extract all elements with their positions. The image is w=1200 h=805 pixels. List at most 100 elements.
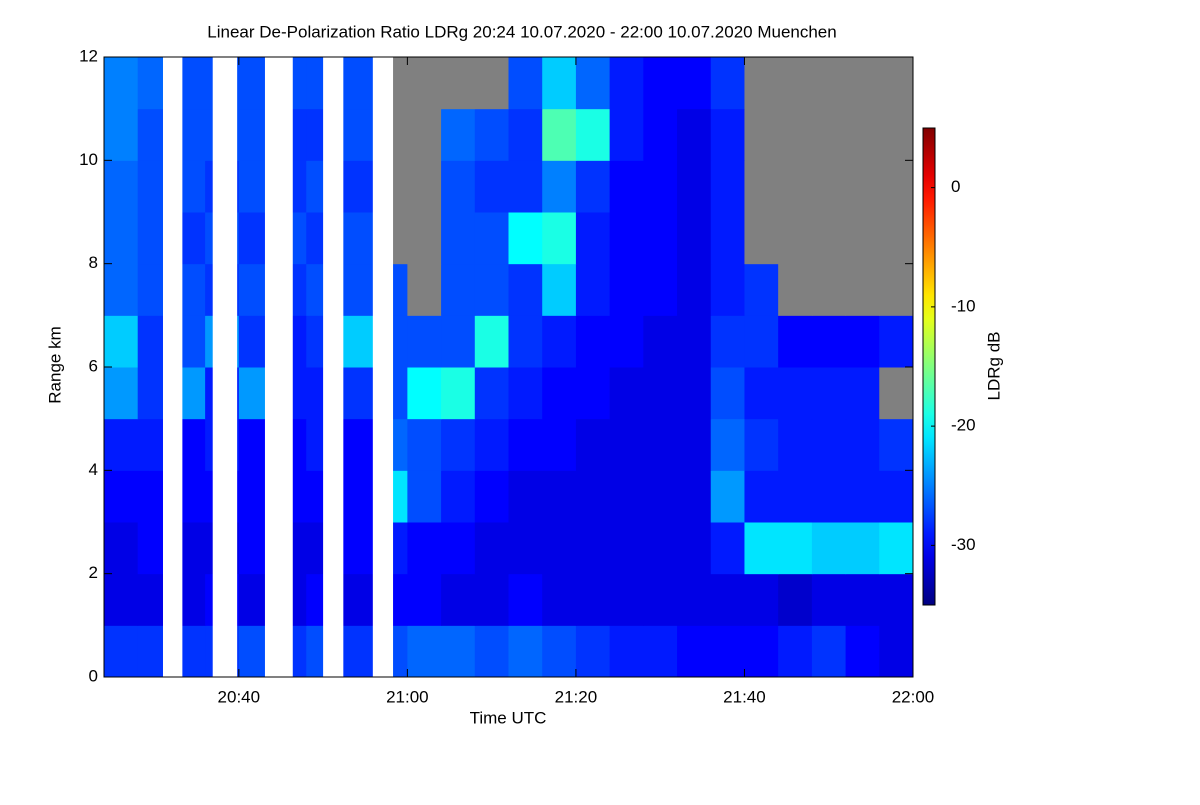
heatmap-cell [542, 315, 577, 368]
x-tick-label: 21:40 [723, 687, 766, 706]
no-signal-cell [811, 160, 847, 213]
heatmap-cell [609, 212, 644, 265]
no-signal-cell [778, 263, 813, 316]
heatmap-cell [811, 367, 847, 420]
heatmap-cell [441, 315, 476, 368]
no-signal-cell [811, 108, 847, 161]
no-signal-cell [845, 263, 880, 316]
heatmap-cell [575, 212, 611, 265]
heatmap-cell [339, 57, 375, 110]
no-signal-cell [811, 212, 847, 265]
no-signal-cell [744, 108, 779, 161]
heatmap-cell [609, 522, 644, 575]
heatmap-cell [508, 367, 543, 420]
no-signal-cell [879, 212, 914, 265]
heatmap-cell [508, 263, 543, 316]
heatmap-cell [339, 315, 375, 368]
y-tick-label: 0 [89, 666, 98, 685]
heatmap-cell [104, 367, 139, 420]
no-signal-cell [879, 57, 914, 110]
heatmap-cell [542, 57, 577, 110]
heatmap-cell [609, 315, 644, 368]
no-signal-cell [778, 160, 813, 213]
heatmap-cell [643, 263, 678, 316]
heatmap-cell [542, 470, 577, 523]
heatmap-cell [339, 367, 375, 420]
heatmap-cell [441, 108, 476, 161]
no-signal-cell [407, 57, 442, 110]
heatmap-cell [677, 212, 712, 265]
heatmap-cell [778, 315, 813, 368]
heatmap-cell [744, 263, 779, 316]
heatmap-cell [407, 418, 442, 471]
heatmap-cell [474, 212, 509, 265]
heatmap-cell [508, 160, 543, 213]
heatmap-cell [710, 263, 745, 316]
heatmap-cell [407, 470, 442, 523]
heatmap-cell [778, 573, 813, 626]
x-tick-label: 22:00 [892, 687, 935, 706]
heatmap-cell [710, 367, 745, 420]
data-gap [372, 57, 394, 677]
heatmap-cell [575, 160, 611, 213]
no-signal-cell [407, 263, 442, 316]
heatmap-cell [710, 470, 745, 523]
y-tick-label: 12 [79, 46, 98, 65]
heatmap-cell [643, 418, 678, 471]
heatmap-cell [542, 367, 577, 420]
heatmap-cell [508, 315, 543, 368]
heatmap-cell [104, 263, 139, 316]
heatmap-cell [744, 367, 779, 420]
heatmap-cell [643, 212, 678, 265]
chart-title: Linear De-Polarization Ratio LDRg 20:24 … [207, 22, 836, 41]
data-gap [323, 57, 344, 677]
heatmap-cell [339, 160, 375, 213]
heatmap-cell [542, 522, 577, 575]
heatmap-cell [407, 573, 442, 626]
heatmap-cell [677, 573, 712, 626]
heatmap-cell [744, 315, 779, 368]
heatmap-cell [778, 418, 813, 471]
no-signal-cell [778, 57, 813, 110]
heatmap-cell [542, 418, 577, 471]
heatmap-cell [575, 57, 611, 110]
no-signal-cell [778, 108, 813, 161]
heatmap-cell [441, 212, 476, 265]
colorbar-tick-label: -30 [951, 535, 976, 554]
heatmap-cell [508, 212, 543, 265]
heatmap-cell [845, 625, 880, 678]
heatmap-cell [710, 625, 745, 678]
heatmap-cell [710, 522, 745, 575]
heatmap-cell [677, 625, 712, 678]
heatmap-cell [879, 625, 914, 678]
heatmap-cell [778, 625, 813, 678]
heatmap-cell [542, 263, 577, 316]
no-signal-cell [778, 212, 813, 265]
heatmap-cell [677, 263, 712, 316]
heatmap-cell [441, 573, 476, 626]
heatmap-cell [575, 625, 611, 678]
heatmap-cell [407, 367, 442, 420]
heatmap-cell [778, 522, 813, 575]
data-gap [264, 57, 293, 677]
heatmap-cell [474, 160, 509, 213]
heatmap-cell [677, 418, 712, 471]
heatmap-cell [744, 418, 779, 471]
heatmap-cell [339, 263, 375, 316]
heatmap-cell [710, 573, 745, 626]
heatmap-cell [845, 573, 880, 626]
heatmap-cell [104, 625, 139, 678]
heatmap-cell [407, 522, 442, 575]
heatmap-cell [710, 212, 745, 265]
heatmap-cell [811, 470, 847, 523]
heatmap-cell [879, 573, 914, 626]
heatmap-cell [879, 418, 914, 471]
colorbar-label: LDRg dB [984, 332, 1003, 401]
heatmap-cell [710, 160, 745, 213]
heatmap-cell [643, 522, 678, 575]
heatmap-cell [508, 573, 543, 626]
heatmap-cell [474, 367, 509, 420]
heatmap-cell [744, 470, 779, 523]
data-gap [212, 57, 238, 677]
